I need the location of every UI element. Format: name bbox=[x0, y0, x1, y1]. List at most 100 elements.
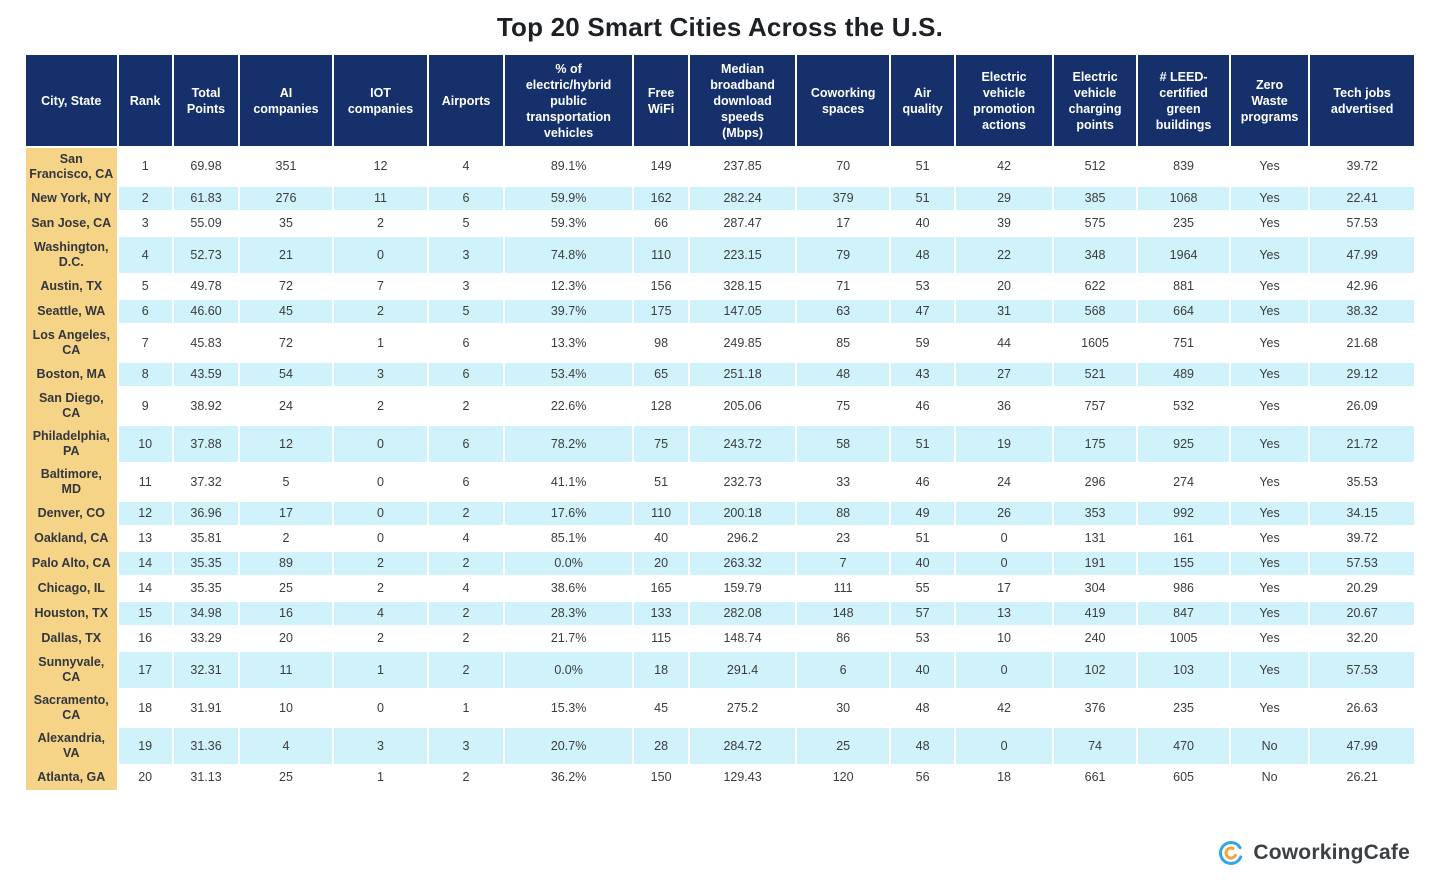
value-cell: 20 bbox=[238, 625, 334, 652]
value-cell: 282.08 bbox=[687, 600, 798, 627]
value-cell: 26.21 bbox=[1308, 764, 1416, 791]
column-header: Electric vehicle promotion actions bbox=[954, 53, 1054, 148]
value-cell: 34.98 bbox=[171, 600, 241, 627]
value-cell: 51 bbox=[632, 462, 690, 502]
value-cell: 115 bbox=[632, 625, 690, 652]
value-cell: 88 bbox=[795, 500, 891, 527]
value-cell: 48 bbox=[888, 726, 957, 766]
value-cell: 925 bbox=[1136, 424, 1231, 464]
value-cell: 38.32 bbox=[1308, 298, 1416, 325]
value-cell: 243.72 bbox=[687, 424, 798, 464]
value-cell: 419 bbox=[1051, 600, 1139, 627]
value-cell: 54 bbox=[238, 361, 334, 388]
value-cell: 10 bbox=[954, 625, 1054, 652]
value-cell: 0 bbox=[331, 462, 430, 502]
value-cell: 175 bbox=[632, 298, 690, 325]
value-cell: 156 bbox=[632, 273, 690, 300]
value-cell: 3 bbox=[427, 273, 505, 300]
value-cell: 75 bbox=[632, 424, 690, 464]
table-row: Dallas, TX 16 33.29 20 2 2 21.7% 115 148.74 86 53 1… bbox=[24, 625, 1416, 652]
value-cell: 51 bbox=[888, 146, 957, 187]
value-cell: 47.99 bbox=[1308, 235, 1416, 275]
value-cell: 89.1% bbox=[502, 146, 635, 187]
column-header: Coworking spaces bbox=[795, 53, 891, 148]
value-cell: 0 bbox=[331, 235, 430, 275]
value-cell: Yes bbox=[1228, 625, 1311, 652]
value-cell: 27 bbox=[954, 361, 1054, 388]
value-cell: 39 bbox=[954, 210, 1054, 237]
value-cell: 296.2 bbox=[687, 525, 798, 552]
value-cell: 0 bbox=[954, 650, 1054, 690]
value-cell: 251.18 bbox=[687, 361, 798, 388]
value-cell: 4 bbox=[331, 600, 430, 627]
value-cell: Yes bbox=[1228, 550, 1311, 577]
value-cell: 22.6% bbox=[502, 386, 635, 426]
column-header: % of electric/hybrid public transportati… bbox=[502, 53, 635, 148]
value-cell: 57 bbox=[888, 600, 957, 627]
value-cell: 45 bbox=[632, 688, 690, 728]
value-cell: 37.88 bbox=[171, 424, 241, 464]
value-cell: 1 bbox=[116, 146, 174, 187]
value-cell: 16 bbox=[238, 600, 334, 627]
value-cell: 35.53 bbox=[1308, 462, 1416, 502]
value-cell: 72 bbox=[238, 323, 334, 363]
value-cell: 7 bbox=[795, 550, 891, 577]
city-cell: Sacramento, CA bbox=[24, 689, 119, 727]
value-cell: 21.7% bbox=[502, 625, 635, 652]
value-cell: 0 bbox=[331, 525, 430, 552]
value-cell: 53 bbox=[888, 625, 957, 652]
value-cell: 85.1% bbox=[502, 525, 635, 552]
value-cell: 47 bbox=[888, 298, 957, 325]
value-cell: 59.3% bbox=[502, 210, 635, 237]
footer-branding: CoworkingCafe bbox=[1218, 840, 1410, 866]
table-row: Los Angeles, CA 7 45.83 72 1 6 13.3% 98 249.85 85… bbox=[24, 323, 1416, 363]
value-cell: 1964 bbox=[1136, 235, 1231, 275]
value-cell: 40 bbox=[888, 650, 957, 690]
value-cell: 6 bbox=[427, 462, 505, 502]
value-cell: 489 bbox=[1136, 361, 1231, 388]
city-cell: Houston, TX bbox=[24, 601, 119, 626]
value-cell: 17 bbox=[795, 210, 891, 237]
value-cell: 28.3% bbox=[502, 600, 635, 627]
value-cell: 5 bbox=[116, 273, 174, 300]
city-cell: San Francisco, CA bbox=[24, 147, 119, 186]
table-row: Austin, TX 5 49.78 72 7 3 12.3% 156 328.15 71 53 20… bbox=[24, 273, 1416, 300]
value-cell: 21.72 bbox=[1308, 424, 1416, 464]
value-cell: 40 bbox=[888, 550, 957, 577]
value-cell: Yes bbox=[1228, 575, 1311, 602]
table-row: New York, NY 2 61.83 276 11 6 59.9% 162 282.24 37… bbox=[24, 185, 1416, 212]
value-cell: 16 bbox=[116, 625, 174, 652]
value-cell: 17 bbox=[238, 500, 334, 527]
value-cell: Yes bbox=[1228, 650, 1311, 690]
value-cell: 276 bbox=[238, 185, 334, 212]
value-cell: 57.53 bbox=[1308, 210, 1416, 237]
column-header: Median broadband download speeds (Mbps) bbox=[687, 53, 798, 148]
value-cell: 605 bbox=[1136, 764, 1231, 791]
value-cell: 57.53 bbox=[1308, 650, 1416, 690]
value-cell: 46.60 bbox=[171, 298, 241, 325]
value-cell: 0 bbox=[331, 424, 430, 464]
value-cell: 2 bbox=[427, 550, 505, 577]
value-cell: 42.96 bbox=[1308, 273, 1416, 300]
value-cell: 2 bbox=[116, 185, 174, 212]
table-row: Baltimore, MD 11 37.32 5 0 6 41.1% 51 232.73 33 46… bbox=[24, 462, 1416, 502]
value-cell: 2 bbox=[331, 298, 430, 325]
value-cell: 274 bbox=[1136, 462, 1231, 502]
value-cell: 8 bbox=[116, 361, 174, 388]
value-cell: 155 bbox=[1136, 550, 1231, 577]
value-cell: 0.0% bbox=[502, 650, 635, 690]
value-cell: 0.0% bbox=[502, 550, 635, 577]
value-cell: 532 bbox=[1136, 386, 1231, 426]
table-row: San Francisco, CA 1 69.98 351 12 4 89.1% 149 237… bbox=[24, 146, 1416, 187]
value-cell: 4 bbox=[427, 146, 505, 187]
value-cell: 240 bbox=[1051, 625, 1139, 652]
column-header: Zero Waste programs bbox=[1228, 53, 1311, 148]
value-cell: 48 bbox=[888, 235, 957, 275]
value-cell: 20 bbox=[954, 273, 1054, 300]
table-row: Washington, D.C. 4 52.73 21 0 3 74.8% 110 223.15… bbox=[24, 235, 1416, 275]
column-header: Total Points bbox=[171, 53, 241, 148]
value-cell: 20 bbox=[632, 550, 690, 577]
column-header: Rank bbox=[116, 53, 174, 148]
value-cell: 31.13 bbox=[171, 764, 241, 791]
value-cell: 12.3% bbox=[502, 273, 635, 300]
